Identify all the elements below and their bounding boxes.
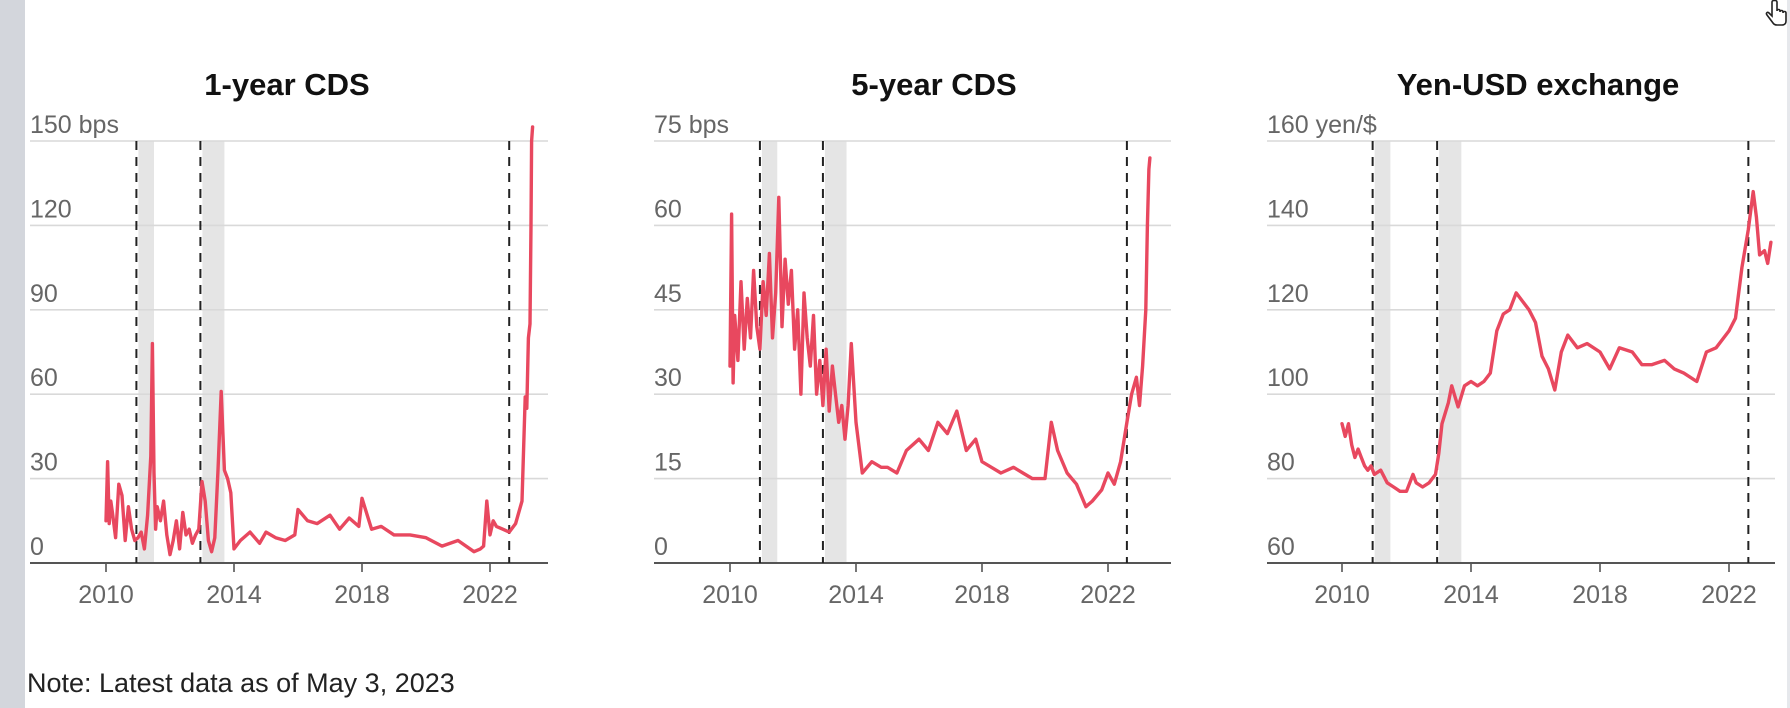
chart-title: 5-year CDS bbox=[851, 67, 1016, 102]
shaded-period-2 bbox=[1439, 141, 1462, 563]
shaded-period-2 bbox=[824, 141, 847, 563]
y-tick-label: 150 bps bbox=[30, 111, 119, 139]
series-line-1 bbox=[1340, 189, 1773, 493]
chart-title: 1-year CDS bbox=[204, 67, 369, 102]
y-tick-label: 75 bps bbox=[654, 111, 729, 139]
chart-panel-1: 0 30 60 90 120 150 bps 2010 2014 2018 2022 1-year … bbox=[30, 67, 548, 609]
footnote: Note: Latest data as of May 3, 2023 bbox=[27, 668, 455, 698]
x-tick-label: 2018 bbox=[954, 581, 1010, 609]
x-tick-label: 2018 bbox=[334, 581, 390, 609]
x-tick-label: 2022 bbox=[1080, 581, 1136, 609]
x-tick-label: 2018 bbox=[1572, 581, 1628, 609]
x-tick-label: 2022 bbox=[1701, 581, 1757, 609]
y-tick-label: 120 bbox=[1267, 280, 1309, 308]
chart-panel-3: 60 80 100 120 140 160 yen/$ 2010 2014 2018 2022 Ye… bbox=[1267, 67, 1775, 609]
series-line-1 bbox=[728, 156, 1152, 509]
x-tick-label: 2014 bbox=[828, 581, 884, 609]
y-tick-label: 80 bbox=[1267, 449, 1295, 477]
x-tick-label: 2010 bbox=[1314, 581, 1370, 609]
window-right-edge bbox=[1787, 0, 1790, 708]
x-tick-label: 2022 bbox=[462, 581, 518, 609]
shaded-period-1 bbox=[761, 141, 778, 563]
y-tick-label: 90 bbox=[30, 280, 58, 308]
y-tick-label: 60 bbox=[654, 195, 682, 223]
y-tick-label: 0 bbox=[30, 533, 44, 561]
shaded-period-1 bbox=[1374, 141, 1391, 563]
x-tick-label: 2014 bbox=[206, 581, 262, 609]
y-tick-label: 100 bbox=[1267, 364, 1309, 392]
y-tick-label: 15 bbox=[654, 449, 682, 477]
series-line-1 bbox=[104, 125, 535, 557]
y-tick-label: 60 bbox=[1267, 533, 1295, 561]
y-tick-label: 30 bbox=[654, 364, 682, 392]
y-tick-label: 140 bbox=[1267, 195, 1309, 223]
window-left-edge bbox=[0, 0, 25, 708]
y-tick-label: 45 bbox=[654, 280, 682, 308]
chart-title: Yen-USD exchange bbox=[1397, 67, 1680, 102]
y-tick-label: 120 bbox=[30, 195, 72, 223]
y-tick-label: 30 bbox=[30, 449, 58, 477]
y-tick-label: 160 yen/$ bbox=[1267, 111, 1377, 139]
x-tick-label: 2014 bbox=[1443, 581, 1499, 609]
y-tick-label: 60 bbox=[30, 364, 58, 392]
hand-cursor-icon bbox=[1765, 0, 1787, 26]
x-tick-label: 2010 bbox=[78, 581, 134, 609]
chart-panel-2: 0 15 30 45 60 75 bps 2010 2014 2018 2022 5-year CD… bbox=[654, 67, 1171, 609]
y-tick-label: 0 bbox=[654, 533, 668, 561]
x-tick-label: 2010 bbox=[702, 581, 758, 609]
